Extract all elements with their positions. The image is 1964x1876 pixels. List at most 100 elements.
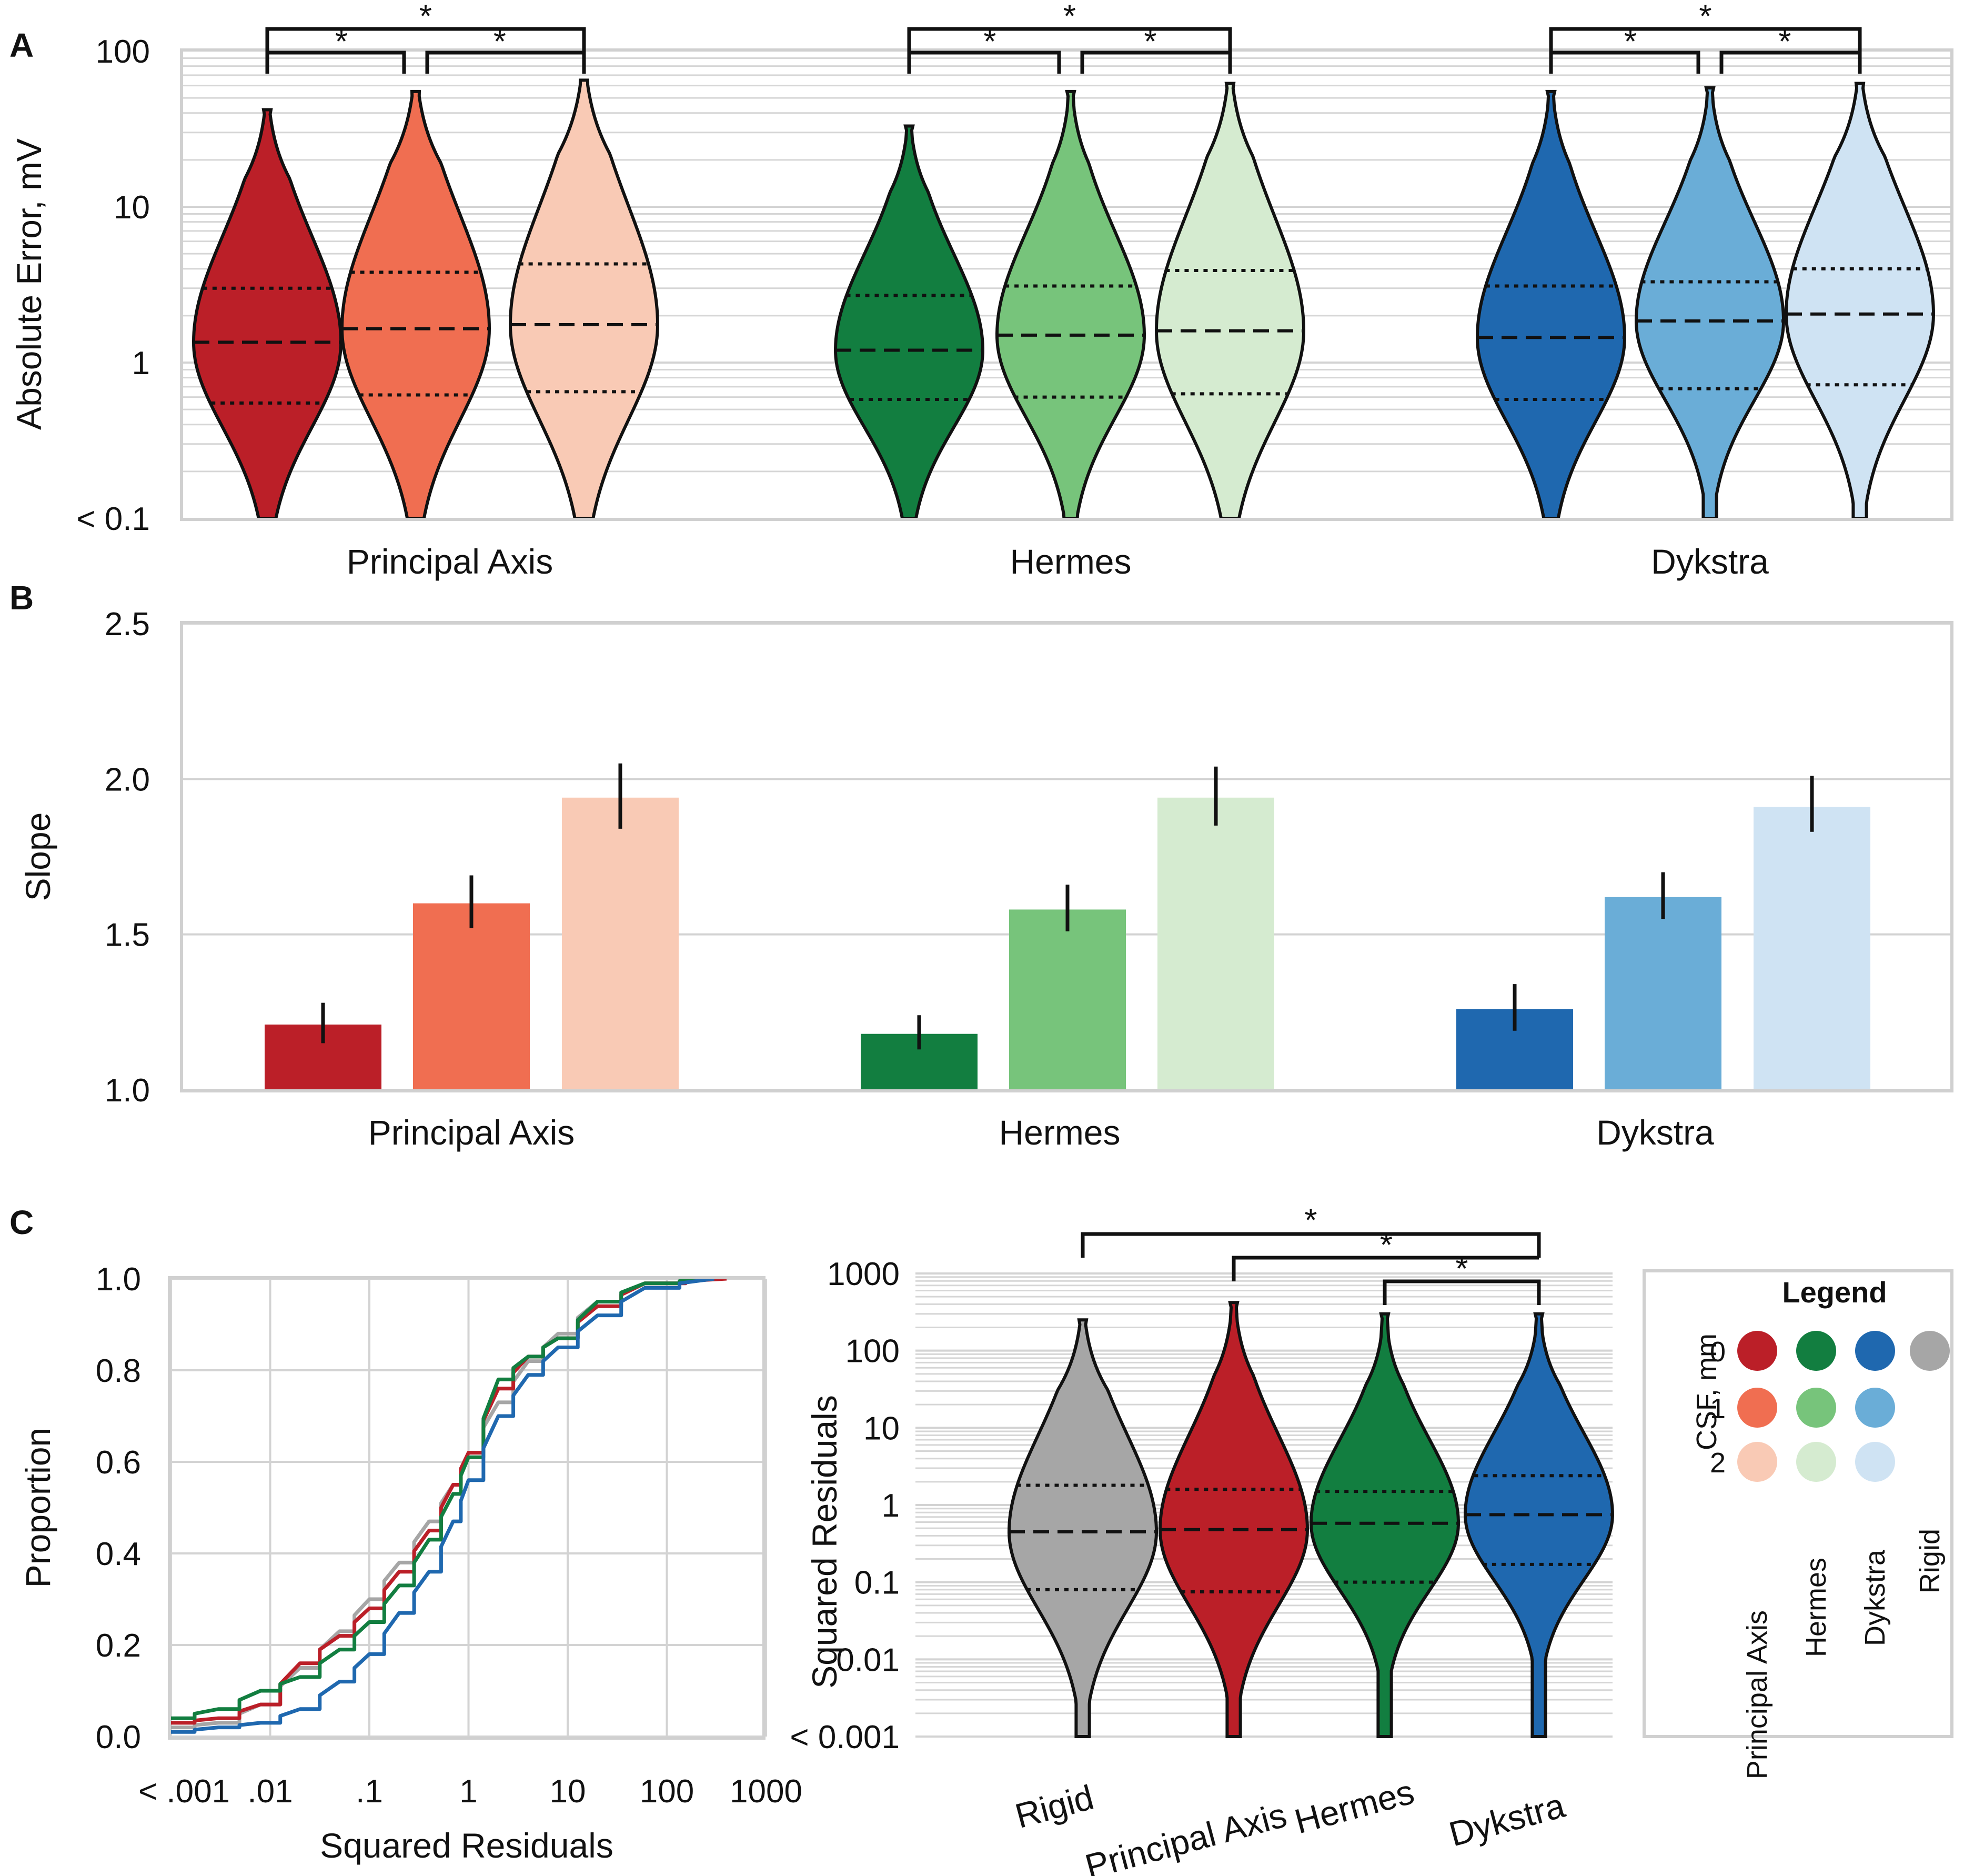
x-tick-label: 10	[550, 1773, 586, 1810]
significance-bracket	[1719, 51, 1862, 74]
x-category-label: Principal Axis	[368, 1113, 575, 1152]
legend-swatch	[1855, 1331, 1895, 1371]
y-tick-label: 0.0	[96, 1719, 141, 1755]
significance-bracket	[1081, 1232, 1541, 1258]
legend-row-label: 0	[1710, 1336, 1726, 1368]
y-tick-label: 0.2	[96, 1628, 141, 1664]
bar-hermes-csf2	[1157, 797, 1274, 1090]
panel-label-c: C	[9, 1203, 34, 1241]
legend-row-label: 2	[1710, 1447, 1726, 1479]
panel-b-frame	[180, 621, 1953, 1092]
legend-column-label: Principal Axis	[1741, 1610, 1773, 1779]
legend-title: Legend	[1782, 1276, 1887, 1309]
y-tick-label: 1.0	[105, 1072, 150, 1109]
bar-principal-axis-csf2	[562, 797, 679, 1090]
significance-star: *	[1624, 24, 1637, 60]
significance-star: *	[1304, 1202, 1317, 1239]
significance-bracket	[1549, 51, 1700, 74]
significance-star: *	[1699, 0, 1711, 35]
y-tick-label: 100	[96, 34, 150, 70]
significance-star: *	[983, 24, 996, 60]
y-tick-label: 10	[114, 189, 150, 226]
significance-star: *	[419, 0, 432, 35]
panel-c-violin-chart: < 0.001 0.01 0.1 1 10 100 1000 Squared Residua…	[790, 1202, 1614, 1876]
legend-row-label: 1	[1710, 1393, 1726, 1424]
x-category-label: Dykstra	[1651, 542, 1769, 581]
y-tick-label: 2.0	[105, 761, 150, 798]
panel-a-violin-chart: < 0.1 1 10 100 Absolute Error, mV Principal…	[9, 0, 1953, 581]
x-category-label: Hermes	[999, 1113, 1120, 1152]
legend-axis-label: CSF, mm	[1691, 1333, 1723, 1450]
bar-hermes-csf1	[1009, 909, 1126, 1090]
y-tick-label: 0.01	[836, 1642, 900, 1678]
x-category-label: Hermes	[1010, 542, 1131, 581]
violin-hermes-csf1	[995, 89, 1146, 520]
legend: Legend CSF, mm 0 1 2 Principal Axis Hermes Dy…	[1643, 1269, 1953, 1779]
y-tick-label: 1	[882, 1488, 900, 1524]
panel-c-violin-ylabel: Squared Residuals	[805, 1395, 844, 1689]
panel-b-bar-chart: 1.0 1.5 2.0 2.5 Slope Principal Axis Hermes D…	[18, 606, 1953, 1152]
significance-bracket	[265, 51, 406, 74]
y-tick-label: 1000	[827, 1256, 900, 1292]
significance-bracket	[907, 51, 1061, 74]
bar-dykstra-csf1	[1605, 897, 1721, 1090]
significance-bracket	[1080, 51, 1232, 74]
violin-hermes	[1310, 1312, 1460, 1738]
violin-principal-axis-csf0	[192, 108, 343, 520]
violin-principal-axis-csf2	[509, 78, 659, 520]
x-category-label: Principal Axis	[1081, 1795, 1291, 1876]
legend-swatch	[1910, 1331, 1950, 1371]
panel-b-ylabel: Slope	[18, 812, 57, 901]
bar-dykstra-csf2	[1754, 807, 1870, 1090]
y-tick-label: 100	[845, 1333, 900, 1370]
violin-principal-axis-csf1	[340, 89, 491, 520]
significance-star: *	[1380, 1227, 1393, 1263]
legend-column-label: Dykstra	[1859, 1549, 1891, 1646]
legend-swatch	[1796, 1442, 1836, 1482]
cdf-line-dykstra	[171, 1277, 714, 1734]
x-category-label: Principal Axis	[347, 542, 553, 581]
y-tick-label: 1.0	[96, 1261, 141, 1298]
significance-bracket	[425, 51, 586, 74]
legend-swatch	[1855, 1442, 1895, 1482]
panel-label-a: A	[9, 26, 34, 64]
y-tick-label: 0.6	[96, 1444, 141, 1481]
x-category-label: Hermes	[1291, 1772, 1418, 1841]
y-tick-label: 0.1	[854, 1565, 900, 1601]
violin-rigid	[1008, 1318, 1158, 1738]
x-tick-label: 100	[640, 1773, 694, 1810]
x-category-label: Dykstra	[1445, 1785, 1568, 1853]
x-tick-label: < .001	[138, 1773, 230, 1810]
x-tick-label: .1	[356, 1773, 383, 1810]
significance-star: *	[1063, 0, 1076, 35]
legend-swatch	[1737, 1388, 1777, 1428]
significance-bracket	[1232, 1256, 1539, 1281]
y-tick-label: 10	[863, 1410, 900, 1447]
violin-principal-axis	[1158, 1301, 1310, 1738]
panel-label-b: B	[9, 579, 34, 617]
legend-column-label: Rigid	[1914, 1529, 1946, 1593]
legend-frame	[1643, 1269, 1953, 1738]
y-tick-label: < 0.001	[790, 1719, 900, 1755]
legend-swatch	[1796, 1331, 1836, 1371]
significance-star: *	[493, 24, 506, 60]
legend-swatch	[1855, 1388, 1895, 1428]
y-tick-label: 1	[132, 345, 150, 382]
violin-dykstra-csf1	[1635, 86, 1785, 520]
legend-column-label: Hermes	[1800, 1558, 1832, 1657]
violin-hermes-csf0	[834, 124, 984, 520]
panel-a-frame	[180, 48, 1953, 521]
violin-dykstra	[1464, 1312, 1614, 1738]
legend-swatch	[1796, 1388, 1836, 1428]
x-category-label: Rigid	[1011, 1778, 1097, 1835]
x-tick-label: .01	[247, 1773, 293, 1810]
significance-star: *	[335, 24, 348, 60]
y-tick-label: 2.5	[105, 606, 150, 643]
panel-c-cdf-chart: < .001.01.1 1 10 100 10000.00.20.40.60.81.0 …	[18, 1261, 802, 1865]
bar-principal-axis-csf1	[413, 903, 530, 1090]
violin-dykstra-csf2	[1785, 82, 1935, 520]
significance-star: *	[1144, 24, 1156, 60]
significance-bracket	[265, 27, 586, 53]
y-tick-label: 0.4	[96, 1536, 141, 1572]
